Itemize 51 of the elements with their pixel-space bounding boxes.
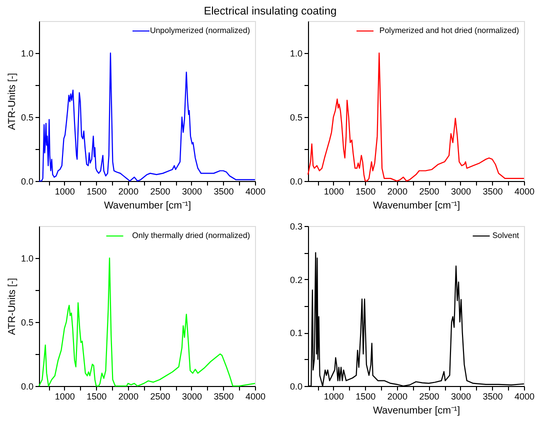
x-tick-label: 4000 <box>245 392 266 402</box>
x-tick-label: 1000 <box>54 392 75 402</box>
y-axis-title: ATR-Units [-] <box>6 72 18 130</box>
x-tick-label: 4000 <box>245 186 266 196</box>
x-tick-label: 1000 <box>324 392 344 402</box>
legend-label: Only thermally dried (normalized) <box>132 231 250 240</box>
x-tick-label: 3000 <box>182 186 202 196</box>
x-axis-title: Wavenumber [cm⁻¹] <box>372 200 460 212</box>
y-tick-label: 0.0 <box>290 382 302 392</box>
x-tick-label: 2500 <box>419 186 440 196</box>
x-tick-label: 3500 <box>482 392 503 402</box>
y-axis-title: ATR-Units [-] <box>6 278 18 336</box>
y-tick-label: 0.3 <box>290 222 302 232</box>
y-tick-label: 0.5 <box>290 112 302 122</box>
x-tick-label: 3000 <box>450 186 471 196</box>
x-axis-title: Wavenumber [cm⁻¹] <box>104 200 192 212</box>
x-tick-label: 2000 <box>387 392 408 402</box>
legend-label: Unpolymerized (normalized) <box>150 26 250 35</box>
x-tick-label: 3500 <box>482 186 503 196</box>
y-tick-label: 0.5 <box>20 318 34 328</box>
y-tick-label: 0.0 <box>20 176 34 186</box>
legend-label: Solvent <box>492 231 520 240</box>
x-tick-label: 3500 <box>214 186 234 196</box>
x-tick-label: 3000 <box>182 392 202 402</box>
x-tick-label: 1000 <box>324 186 344 196</box>
y-tick-label: 1.0 <box>290 48 302 58</box>
y-tick-label: 0.1 <box>290 328 302 338</box>
y-tick-label: 0.0 <box>290 176 302 186</box>
x-tick-label: 1000 <box>54 186 75 196</box>
x-tick-label: 1500 <box>356 186 376 196</box>
x-tick-label: 1500 <box>86 186 107 196</box>
x-tick-label: 2000 <box>118 186 138 196</box>
x-tick-label: 1500 <box>86 392 107 402</box>
y-tick-label: 1.0 <box>20 254 34 264</box>
y-tick-label: 0.0 <box>20 382 34 392</box>
legend-label: Polymerized and hot dried (normalized) <box>379 26 520 35</box>
x-tick-label: 4000 <box>514 392 535 402</box>
x-tick-label: 4000 <box>514 186 535 196</box>
y-tick-label: 0.2 <box>290 274 302 285</box>
x-axis-title: Wavenumber [cm⁻¹] <box>372 406 460 416</box>
y-tick-label: 0.5 <box>20 112 34 122</box>
x-tick-label: 2000 <box>118 392 138 402</box>
y-tick-label: 1.0 <box>20 48 34 58</box>
x-tick-label: 1500 <box>356 392 376 402</box>
x-tick-label: 2000 <box>387 186 408 196</box>
x-tick-label: 2500 <box>150 392 170 402</box>
chart-title: Electrical insulating coating <box>204 6 337 18</box>
x-tick-label: 2500 <box>419 392 440 402</box>
x-tick-label: 3500 <box>214 392 234 402</box>
x-tick-label: 2500 <box>150 186 170 196</box>
x-tick-label: 3000 <box>450 392 471 402</box>
